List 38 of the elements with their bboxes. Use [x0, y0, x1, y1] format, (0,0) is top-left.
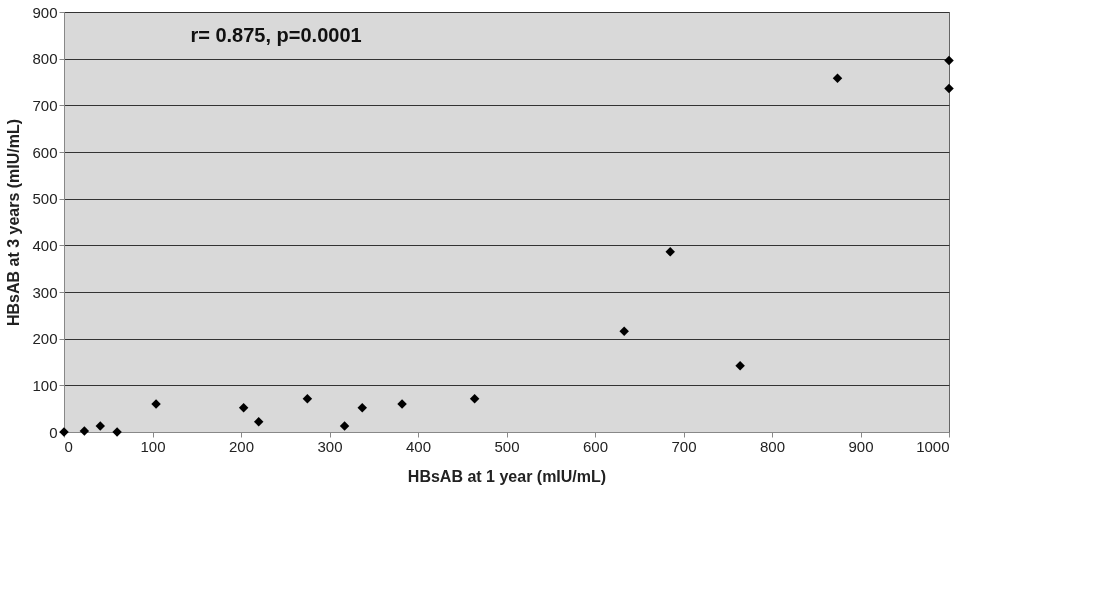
annotation: r= 0.875, p=0.0001 [190, 24, 362, 46]
y-tick-label: 700 [32, 96, 58, 114]
point [619, 326, 629, 336]
x-tick-label: 600 [582, 437, 609, 455]
point [238, 402, 249, 413]
x-tick-label: 200 [228, 437, 255, 455]
point [832, 73, 843, 84]
y-tick-label: 200 [32, 330, 58, 348]
x-tick-label: 0 [64, 437, 73, 455]
x-tick-label: 300 [317, 437, 343, 455]
y-tick-label: 500 [32, 190, 58, 208]
x-tick-label: 900 [848, 437, 874, 455]
y-tick-label: 300 [32, 283, 58, 301]
point [253, 416, 264, 427]
point [944, 83, 954, 94]
x-tick-label: 700 [671, 437, 697, 455]
point [357, 402, 367, 413]
point [302, 394, 313, 404]
point [79, 426, 90, 436]
point [944, 55, 954, 66]
y-axis-title: HBsAB at 3 years (mIU/mL) [5, 118, 23, 327]
y-tick-label: 0 [49, 423, 58, 441]
x-tick-label: 800 [759, 437, 786, 455]
y-tick-label: 100 [32, 376, 58, 394]
x-tick-label: 1000 [916, 437, 950, 455]
y-tick-label: 900 [32, 3, 58, 21]
point [735, 360, 745, 371]
point [339, 421, 350, 431]
x-axis-title: HBsAB at 1 year (mIU/mL) [407, 467, 607, 485]
point [665, 247, 675, 257]
x-tick-label: 100 [140, 437, 166, 455]
point [469, 394, 480, 404]
x-tick-label: 400 [405, 437, 432, 455]
point [95, 421, 106, 431]
y-tick-label: 600 [32, 143, 58, 161]
y-tick-label: 800 [32, 50, 58, 68]
x-tick-label: 500 [494, 437, 520, 455]
y-tick-label: 400 [32, 236, 58, 254]
